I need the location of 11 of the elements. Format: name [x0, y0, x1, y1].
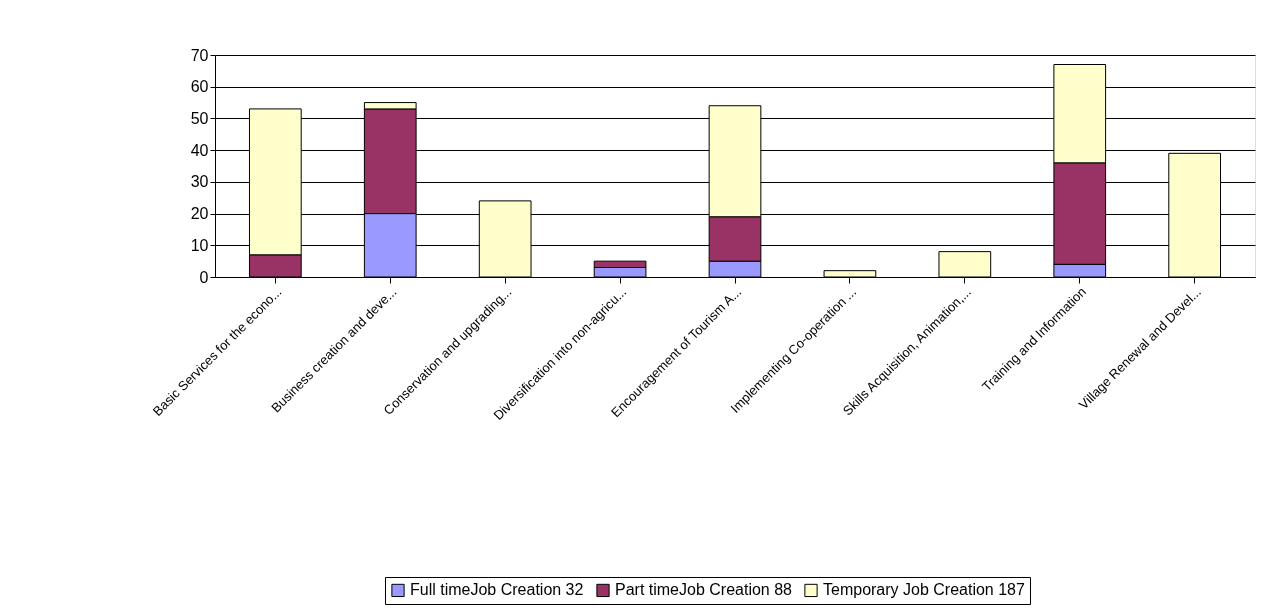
legend-label: Temporary Job Creation 187 [823, 581, 1025, 599]
y-tick-label: 30 [190, 173, 209, 191]
y-tick-label: 40 [190, 141, 209, 159]
y-tick-label: 20 [190, 205, 209, 223]
y-tick-label: 60 [190, 78, 209, 96]
y-tick-label: 70 [190, 46, 209, 64]
y-tick-label: 10 [190, 236, 209, 254]
legend-label: Part timeJob Creation 88 [615, 581, 793, 599]
legend-label: Full timeJob Creation 32 [410, 581, 584, 599]
y-tick-label: 0 [199, 268, 209, 286]
y-tick-label: 50 [190, 109, 209, 127]
